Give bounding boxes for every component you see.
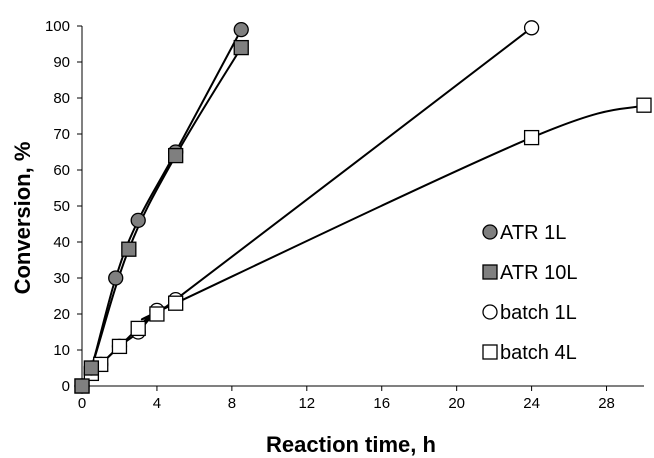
data-point-atr-10l [74,378,90,394]
y-tick-label: 90 [53,54,70,71]
data-point-batch-4l [636,97,652,113]
legend-label-atr-1l: ATR 1L [500,222,566,244]
y-tick-label: 70 [53,126,70,143]
x-tick-label: 24 [523,395,540,412]
y-tick-label: 40 [53,234,70,251]
legend-marker-atr-1l [482,224,498,240]
x-axis-title: Reaction time, h [266,432,436,457]
legend-marker-batch-1l [482,304,498,320]
x-ticks: 0 4 8 12 16 20 24 28 [78,386,615,412]
y-ticks: 0 10 20 30 40 50 60 70 80 90 100 [45,18,82,395]
y-tick-label: 50 [53,198,70,215]
y-axis-title: Conversion, % [10,142,35,295]
data-point-atr-10l [233,39,249,56]
data-point-atr-10l [83,360,100,376]
data-point-batch-4l [523,129,540,146]
x-tick-label: 12 [298,395,315,412]
data-point-atr-1l [108,270,124,286]
x-tick-label: 16 [373,395,390,412]
legend-label-batch-4l: batch 4L [500,342,577,364]
legend-marker-atr-10l [482,264,498,280]
data-point-atr-1l [233,21,249,38]
data-point-batch-4l [168,295,184,311]
data-point-batch-4l [111,338,128,355]
legend-label-batch-1l: batch 1L [500,302,577,324]
x-tick-label: 4 [153,395,161,412]
x-tick-label: 20 [448,395,465,412]
data-point-batch-4l [149,306,165,322]
x-tick-label: 0 [78,395,86,412]
y-tick-label: 30 [53,270,70,287]
data-point-batch-4l [130,320,146,337]
y-tick-label: 0 [62,378,70,395]
data-point-atr-10l [121,241,137,257]
y-tick-label: 10 [53,342,70,359]
series-layer [74,20,652,394]
data-point-atr-10l [168,147,184,164]
legend: ATR 1L ATR 10L batch 1L batch 4L [482,222,577,364]
series-line-batch-1l [81,27,533,387]
legend-item-batch-1l: batch 1L [482,302,577,324]
x-tick-label: 8 [228,395,236,412]
series-line-atr-10l [81,47,243,387]
y-tick-label: 20 [53,306,70,323]
legend-item-atr-1l: ATR 1L [482,222,566,244]
y-tick-label: 80 [53,90,70,107]
legend-item-batch-4l: batch 4L [482,342,577,364]
data-point-atr-1l [130,212,146,229]
series-line-atr-1l [81,29,243,387]
y-tick-label: 100 [45,18,70,35]
series-points-atr-10l [74,39,249,394]
x-tick-label: 28 [598,395,615,412]
y-tick-label: 60 [53,162,70,179]
legend-label-atr-10l: ATR 10L [500,262,577,284]
axes: 0 4 8 12 16 20 24 28 0 10 20 30 40 50 60 70 80 90 100 [45,18,644,412]
legend-item-atr-10l: ATR 10L [482,262,577,284]
legend-marker-batch-4l [482,344,498,360]
data-point-batch-1l [523,20,540,36]
